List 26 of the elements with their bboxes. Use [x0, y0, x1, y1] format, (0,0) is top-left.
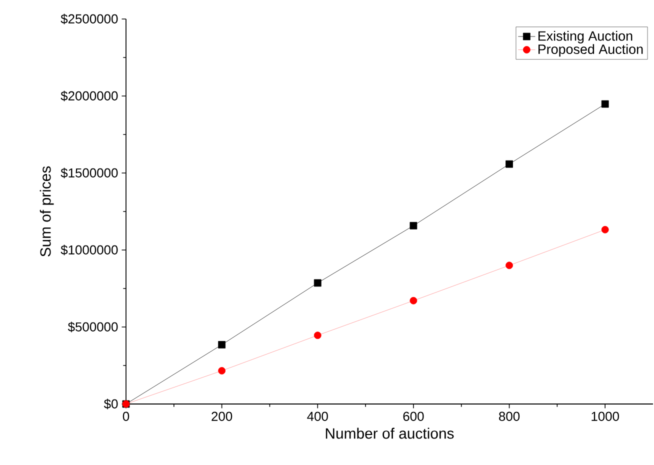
x-tick-label: 400 [307, 412, 328, 421]
point [410, 222, 418, 230]
point [506, 262, 513, 270]
x-tick-label: 800 [499, 412, 520, 421]
x-tick-label: 200 [212, 412, 232, 421]
y-tick-label: $500000 [68, 322, 118, 332]
point [314, 332, 322, 339]
point [506, 160, 513, 168]
point [601, 100, 609, 108]
point [410, 296, 418, 304]
point [601, 226, 609, 234]
point [218, 341, 226, 348]
legend-label: Existing Auction [538, 30, 632, 44]
y-tick-label: $2000000 [60, 90, 118, 102]
x-tick-label: 1000 [592, 412, 619, 421]
y-tick-label: $1500000 [60, 168, 118, 178]
y-axis-title: Sum of prices [40, 166, 54, 257]
x-axis-title: Number of auctions [326, 428, 454, 439]
y-tick-label: $1000000 [60, 244, 118, 256]
x-tick-label: 0 [122, 412, 130, 421]
point [218, 367, 226, 374]
x-tick-label: 600 [403, 412, 424, 421]
point [314, 279, 322, 287]
y-tick-label: $2500000 [60, 14, 118, 24]
legend-label: Proposed Auction [538, 44, 643, 57]
y-tick-label: $0 [104, 398, 118, 410]
